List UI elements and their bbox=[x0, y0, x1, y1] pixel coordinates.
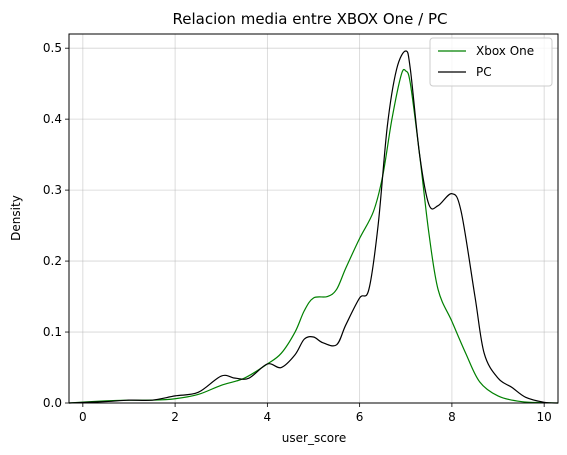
plot-frame bbox=[68, 33, 559, 404]
ticks: 0 2 4 6 8 10 0.0 0.1 0.2 0.3 0.4 0.5 bbox=[43, 41, 552, 424]
x-tick-label: 4 bbox=[264, 410, 272, 424]
series-layer bbox=[68, 50, 559, 404]
legend: Xbox One PC bbox=[429, 37, 553, 87]
x-tick-label: 10 bbox=[537, 410, 552, 424]
x-tick-label: 2 bbox=[171, 410, 179, 424]
chart-title: Relacion media entre XBOX One / PC bbox=[173, 10, 448, 28]
x-tick-label: 8 bbox=[448, 410, 456, 424]
x-axis-label: user_score bbox=[282, 431, 346, 445]
x-tick-label: 0 bbox=[79, 410, 87, 424]
series-line-xbox-one bbox=[68, 68, 559, 404]
x-tick-label: 6 bbox=[356, 410, 364, 424]
y-tick-label: 0.4 bbox=[43, 112, 62, 126]
series-line-pc bbox=[68, 50, 559, 404]
y-tick-label: 0.1 bbox=[43, 325, 62, 339]
legend-label-pc: PC bbox=[476, 65, 492, 79]
y-tick-label: 0.2 bbox=[43, 254, 62, 268]
legend-label-xbox: Xbox One bbox=[476, 44, 534, 58]
legend-box bbox=[429, 37, 553, 87]
y-tick-label: 0.5 bbox=[43, 41, 62, 55]
y-tick-label: 0.0 bbox=[43, 396, 62, 410]
y-axis-label: Density bbox=[9, 195, 23, 241]
y-tick-label: 0.3 bbox=[43, 183, 62, 197]
grid bbox=[69, 34, 558, 404]
